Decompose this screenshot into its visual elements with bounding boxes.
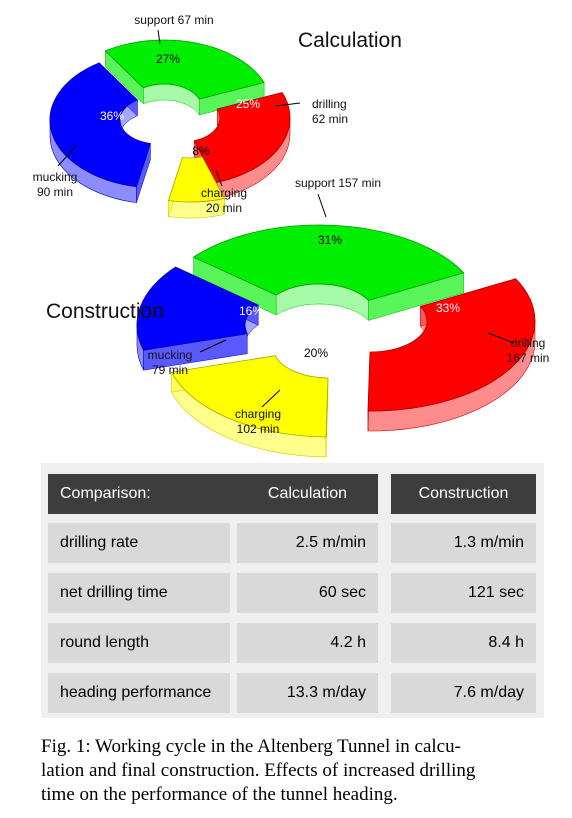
slice-top-drilling xyxy=(193,92,291,183)
table-cell-construction: 8.4 h xyxy=(391,623,536,663)
table-header-construction: Construction xyxy=(391,474,536,514)
slice-drilling xyxy=(193,92,291,199)
percent-label-drilling: 25% xyxy=(236,97,260,111)
table-cell-metric: heading performance xyxy=(48,673,230,713)
slice-top-support xyxy=(192,224,465,301)
leader-line-support xyxy=(157,29,161,45)
caption-line-2: lation and final construction. Effects o… xyxy=(41,760,476,781)
slice-top-mucking xyxy=(136,266,259,351)
slice-top-mucking xyxy=(49,62,151,188)
slice-drilling xyxy=(367,278,536,432)
chart-title-1: Construction xyxy=(46,300,164,323)
table-cell-calculation: 4.2 h xyxy=(237,623,378,663)
slice-top-charging xyxy=(167,156,226,203)
table-header-comparison: Comparison: xyxy=(48,474,270,514)
category-label-drilling: drilling 62 min xyxy=(312,97,348,126)
table-cell-metric: round length xyxy=(48,623,230,663)
table-cell-calculation: 13.3 m/day xyxy=(237,673,378,713)
category-label-mucking: mucking 79 min xyxy=(148,348,193,377)
percent-label-charging: 20% xyxy=(304,346,328,360)
category-label-mucking: mucking 90 min xyxy=(33,170,78,199)
table-cell-metric: net drilling time xyxy=(48,573,230,613)
slice-charging xyxy=(170,355,329,458)
percent-label-mucking: 16% xyxy=(239,304,263,318)
slice-top-charging xyxy=(170,355,329,438)
category-label-charging: charging 20 min xyxy=(201,186,247,215)
percent-label-support: 27% xyxy=(156,52,180,66)
table-cell-construction: 121 sec xyxy=(391,573,536,613)
percent-label-mucking: 36% xyxy=(100,109,124,123)
slice-mucking xyxy=(136,266,259,371)
chart-title-0: Calculation xyxy=(298,29,402,52)
leader-line-mucking xyxy=(57,145,77,167)
percent-label-drilling: 33% xyxy=(436,301,460,315)
leader-line-drilling xyxy=(275,102,301,107)
slice-mucking xyxy=(49,62,151,203)
leader-line-mucking xyxy=(199,339,227,353)
leader-line-charging xyxy=(261,389,281,408)
category-label-drilling: drilling 167 min xyxy=(507,336,550,365)
slice-support xyxy=(192,224,465,322)
pie-charts: 25% 8% 36% 27% drilling 62 min charging 20 min m… xyxy=(33,13,550,458)
table-cell-calculation: 2.5 m/min xyxy=(237,523,378,563)
caption-line-3: time on the performance of the tunnel he… xyxy=(41,784,398,805)
category-label-support: support 157 min xyxy=(295,176,381,190)
table-cell-calculation: 60 sec xyxy=(237,573,378,613)
leader-line-drilling xyxy=(487,332,515,344)
donut-chart-1: 33% 20% 16% 31% drilling 167 min charging 102 m… xyxy=(46,176,550,458)
donut-chart-0: 25% 8% 36% 27% drilling 62 min charging 20 min m… xyxy=(33,13,402,219)
table-cell-metric: drilling rate xyxy=(48,523,230,563)
caption-line-1: Fig. 1: Working cycle in the Altenberg T… xyxy=(41,736,461,757)
slice-charging xyxy=(167,156,226,219)
percent-label-support: 31% xyxy=(318,233,342,247)
leader-line-charging xyxy=(215,169,223,187)
table-header-calculation: Calculation xyxy=(237,474,378,514)
slice-top-drilling xyxy=(367,278,536,412)
table-cell-construction: 1.3 m/min xyxy=(391,523,536,563)
slice-support xyxy=(104,39,265,116)
leader-line-support xyxy=(317,193,327,218)
figure-caption: Fig. 1: Working cycle in the Altenberg T… xyxy=(41,735,551,807)
slice-top-support xyxy=(104,39,265,100)
comparison-table: Comparison: Calculation Construction dri… xyxy=(41,463,544,718)
category-label-support: support 67 min xyxy=(134,13,213,27)
table-cell-construction: 7.6 m/day xyxy=(391,673,536,713)
percent-label-charging: 8% xyxy=(192,144,210,158)
category-label-charging: charging 102 min xyxy=(235,407,281,436)
